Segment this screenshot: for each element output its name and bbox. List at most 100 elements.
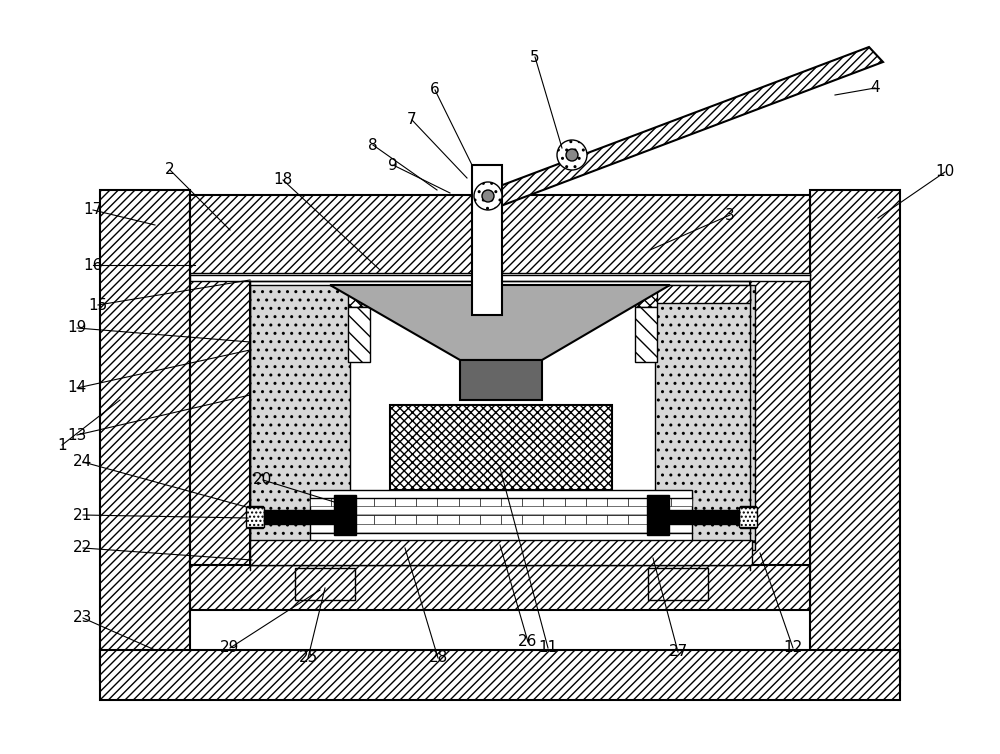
Bar: [655, 285, 750, 303]
Bar: [671, 515, 692, 524]
Text: 25: 25: [298, 651, 318, 666]
Text: 3: 3: [725, 207, 735, 222]
Bar: [648, 568, 708, 600]
Bar: [437, 515, 459, 524]
Bar: [565, 515, 586, 524]
Bar: [669, 510, 739, 524]
Text: 4: 4: [870, 81, 880, 96]
Bar: [310, 497, 692, 515]
Bar: [264, 510, 334, 524]
Text: 12: 12: [783, 640, 803, 655]
Bar: [460, 360, 542, 400]
Bar: [352, 497, 374, 506]
Bar: [607, 497, 628, 506]
Bar: [501, 497, 522, 506]
Circle shape: [474, 182, 502, 210]
Text: 26: 26: [518, 635, 538, 649]
Bar: [459, 515, 480, 524]
Polygon shape: [330, 285, 670, 360]
Bar: [190, 273, 810, 281]
Text: 24: 24: [73, 455, 93, 470]
Bar: [374, 515, 395, 524]
Bar: [100, 650, 900, 700]
Bar: [655, 285, 755, 550]
Text: 18: 18: [273, 173, 293, 188]
Bar: [810, 190, 900, 680]
Bar: [390, 405, 612, 490]
Bar: [635, 307, 657, 362]
Bar: [522, 515, 543, 524]
Bar: [331, 497, 352, 506]
Circle shape: [566, 149, 578, 161]
Bar: [480, 515, 501, 524]
Bar: [190, 195, 810, 275]
Text: 29: 29: [220, 640, 240, 655]
Bar: [247, 506, 263, 528]
Text: 27: 27: [668, 645, 688, 660]
Bar: [650, 515, 671, 524]
Bar: [647, 495, 669, 535]
Text: 10: 10: [935, 164, 955, 179]
Bar: [310, 515, 331, 524]
Text: 6: 6: [430, 82, 440, 97]
Bar: [543, 497, 565, 506]
Bar: [586, 497, 607, 506]
Bar: [190, 565, 810, 610]
Bar: [628, 515, 650, 524]
Bar: [374, 497, 395, 506]
Bar: [310, 515, 692, 533]
Text: 28: 28: [428, 651, 448, 666]
Bar: [671, 497, 692, 506]
Bar: [416, 497, 437, 506]
Text: 11: 11: [538, 640, 558, 655]
Bar: [310, 497, 331, 506]
Bar: [565, 497, 586, 506]
Bar: [295, 568, 355, 600]
Text: 23: 23: [73, 611, 93, 626]
Bar: [740, 506, 756, 528]
Bar: [310, 533, 692, 541]
Polygon shape: [476, 47, 883, 210]
Bar: [352, 515, 374, 524]
Bar: [348, 285, 370, 307]
Text: 8: 8: [368, 137, 378, 152]
Bar: [628, 497, 650, 506]
Text: 14: 14: [67, 381, 87, 396]
Bar: [310, 490, 692, 498]
Bar: [522, 497, 543, 506]
Bar: [739, 507, 757, 527]
Bar: [607, 515, 628, 524]
Circle shape: [482, 190, 494, 202]
Bar: [750, 275, 810, 570]
Bar: [586, 515, 607, 524]
Bar: [416, 515, 437, 524]
Bar: [437, 497, 459, 506]
Bar: [334, 495, 356, 535]
Text: 7: 7: [407, 112, 417, 127]
Text: 2: 2: [165, 163, 175, 177]
Text: 20: 20: [253, 473, 273, 488]
Text: 19: 19: [67, 320, 87, 336]
Bar: [250, 540, 752, 565]
Text: 15: 15: [88, 298, 108, 312]
Bar: [472, 165, 502, 315]
Bar: [348, 307, 370, 362]
Text: 22: 22: [73, 541, 93, 556]
Bar: [650, 497, 671, 506]
Text: 5: 5: [530, 50, 540, 65]
Bar: [100, 190, 190, 680]
Bar: [331, 515, 352, 524]
Bar: [635, 285, 657, 307]
Text: 9: 9: [388, 158, 398, 173]
Bar: [395, 515, 416, 524]
Text: 13: 13: [67, 428, 87, 443]
Bar: [190, 275, 250, 570]
Text: 16: 16: [83, 258, 103, 272]
Bar: [459, 497, 480, 506]
Bar: [246, 507, 264, 527]
Text: 21: 21: [73, 507, 93, 523]
Bar: [543, 515, 565, 524]
Circle shape: [557, 140, 587, 170]
Bar: [480, 497, 501, 506]
Text: 17: 17: [83, 203, 103, 217]
